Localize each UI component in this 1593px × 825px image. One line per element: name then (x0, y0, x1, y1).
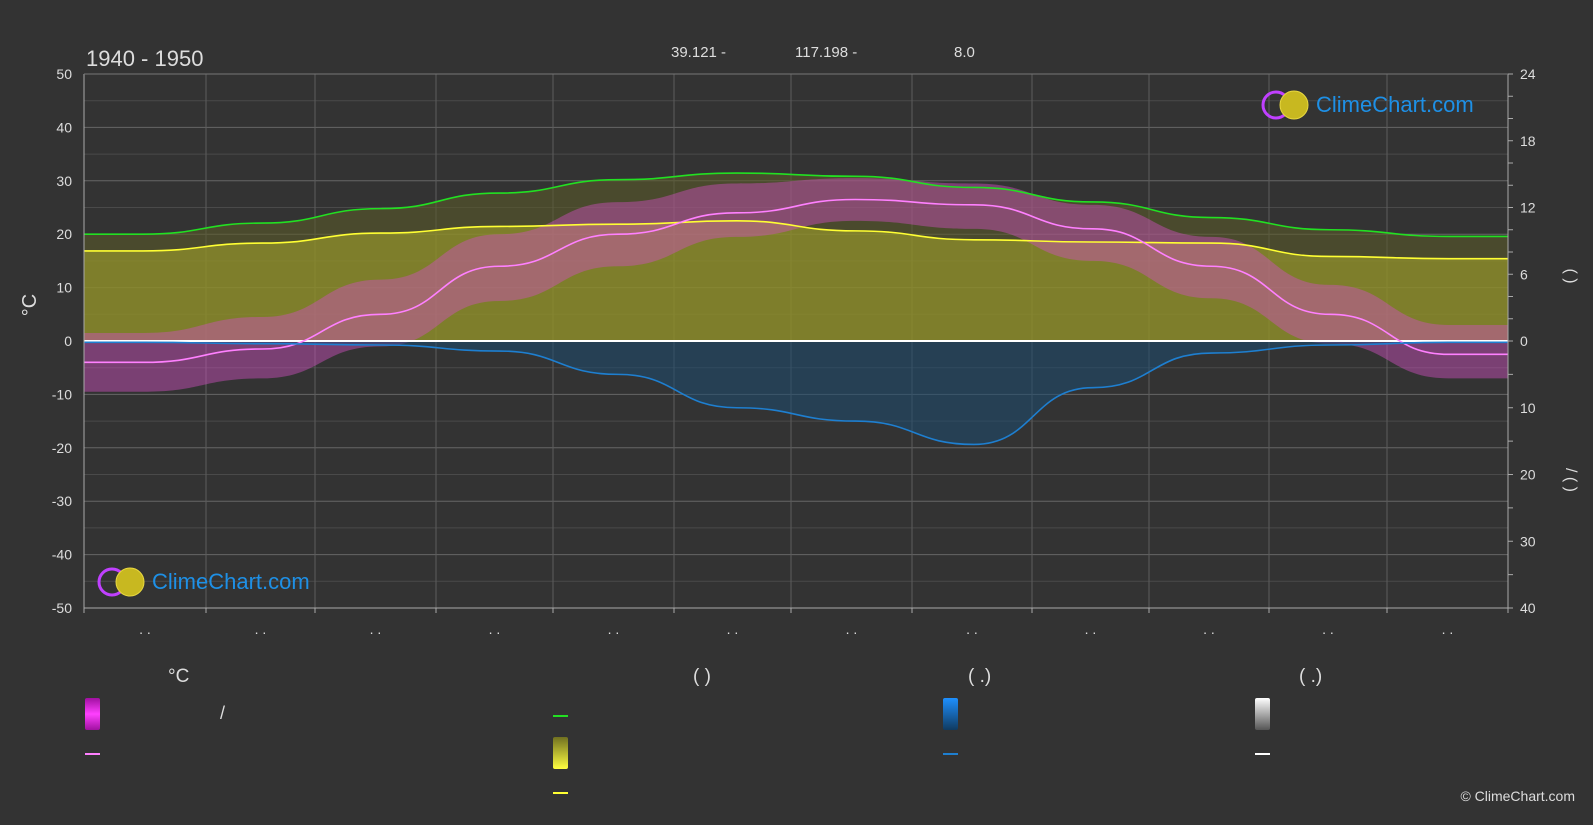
legend-temp-range-slash: / (220, 703, 226, 723)
right-tick-label: 20 (1520, 467, 1536, 483)
month-tick-label: . . (727, 621, 739, 637)
logo-bottom[interactable]: ClimeChart.com (96, 565, 310, 599)
logo-text: ClimeChart.com (152, 569, 310, 594)
legend-snow-header: ( .) (1299, 666, 1323, 687)
logo-text: ClimeChart.com (1316, 92, 1474, 117)
month-tick-label: . . (1322, 621, 1334, 637)
left-tick-label: 40 (56, 119, 72, 135)
legend-sunshine-line (553, 792, 568, 794)
left-axis-label: °C (19, 294, 41, 316)
axes: 50 40 30 20 10 0 -10 -20 -30 -40 -50 °C 24 18 12 6 0 10 20… (19, 66, 1579, 637)
left-tick-label: -40 (52, 547, 72, 563)
legend-rain-header: ( .) (968, 666, 992, 687)
legend-snow-swatch (1255, 698, 1270, 730)
month-tick-label: . . (139, 621, 151, 637)
month-tick-label: . . (966, 621, 978, 637)
month-tick-label: . . (1203, 621, 1215, 637)
temperature-range-band (84, 178, 1508, 392)
legend-temp-range-swatch (85, 698, 100, 730)
right-tick-label: 30 (1520, 533, 1536, 549)
right-tick-label: 6 (1520, 266, 1528, 282)
longitude-label: 117.198 - (795, 44, 858, 61)
temperature-mean-line (83, 198, 1508, 364)
month-tick-label: . . (1442, 621, 1454, 637)
rain-line (84, 341, 1508, 446)
right-axis-label-bottom: / ( ) (1562, 468, 1579, 492)
month-tick-label: . . (489, 621, 501, 637)
legend-daylight-line (553, 715, 568, 717)
right-tick-label: 18 (1520, 133, 1536, 149)
left-tick-label: -30 (52, 493, 72, 509)
month-tick-label: . . (608, 621, 620, 637)
legend-snow-line (1255, 753, 1270, 755)
right-axis-label-top: ( ) (1562, 268, 1579, 283)
logo-top[interactable]: ClimeChart.com (1260, 88, 1474, 122)
elevation-label: 8.0 (954, 44, 975, 61)
left-tick-label: 10 (56, 280, 72, 296)
month-tick-label: . . (846, 621, 858, 637)
climechart-logo-icon (97, 567, 145, 597)
legend-sun-header: ( ) (693, 666, 711, 687)
left-tick-label: -10 (52, 386, 72, 402)
legend-temp-header: °C (168, 666, 190, 687)
data-lines (83, 172, 1508, 446)
left-tick-label: 0 (64, 333, 72, 349)
legend-temp-mean-line (85, 753, 100, 755)
right-tick-label: 12 (1520, 200, 1536, 216)
left-tick-label: 50 (56, 66, 72, 82)
sunshine-line (83, 220, 1508, 260)
climechart-logo-icon (1261, 90, 1309, 120)
right-tick-label: 24 (1520, 66, 1536, 82)
right-tick-label: 10 (1520, 400, 1536, 416)
data-bands (84, 173, 1508, 445)
legend-sunshine-swatch (553, 737, 568, 769)
legend-rain-swatch (943, 698, 958, 730)
left-tick-label: -50 (52, 600, 72, 616)
left-tick-label: 30 (56, 173, 72, 189)
right-tick-label: 40 (1520, 600, 1536, 616)
period-title: 1940 - 1950 (86, 46, 204, 71)
month-tick-label: . . (370, 621, 382, 637)
left-tick-label: -20 (52, 440, 72, 456)
daylight-line (84, 172, 1508, 238)
left-tick-label: 20 (56, 226, 72, 242)
rain-band (84, 341, 1508, 445)
legend-rain-line (943, 753, 958, 755)
right-tick-label: 0 (1520, 333, 1528, 349)
month-tick-label: . . (255, 621, 267, 637)
copyright: © ClimeChart.com (1460, 788, 1575, 804)
month-tick-label: . . (1085, 621, 1097, 637)
daylight-band (84, 173, 1508, 259)
sunshine-band (84, 220, 1508, 341)
latitude-label: 39.121 - (671, 44, 727, 61)
